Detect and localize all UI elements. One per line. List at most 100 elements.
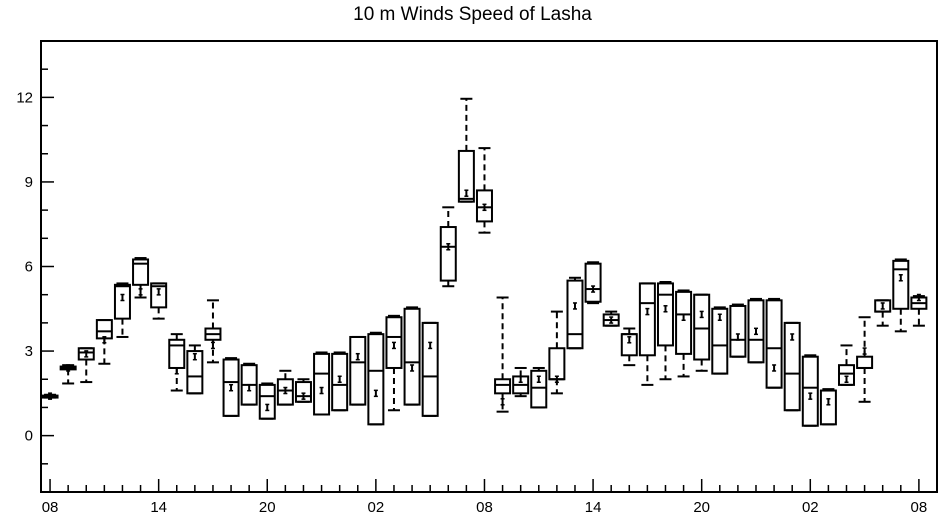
iqr-box: [367, 333, 385, 426]
x-tick-label: 20: [693, 499, 710, 516]
iqr-box: [150, 282, 168, 309]
box-plot-item: [204, 299, 222, 364]
box-plot-item: [132, 257, 150, 299]
box-plot-item: [367, 331, 385, 426]
iqr-box: [132, 258, 150, 286]
box-plot-item: [294, 378, 312, 403]
iqr-box: [693, 293, 711, 361]
iqr-box: [475, 189, 493, 223]
box-plot-item: [675, 289, 693, 378]
box-plot-item: [385, 314, 403, 412]
box-plot-item: [602, 310, 620, 327]
chart-title: 10 m Winds Speed of Lasha: [353, 4, 592, 25]
box-plot-item: [693, 293, 711, 372]
iqr-box: [638, 282, 656, 357]
iqr-box: [566, 279, 584, 350]
iqr-box: [729, 304, 747, 358]
iqr-box: [421, 321, 439, 417]
iqr-box: [457, 149, 475, 203]
box-plot-item: [331, 351, 349, 412]
box-plot-item: [584, 261, 602, 305]
box-plot-item: [783, 321, 801, 412]
box-plot-item: [439, 206, 457, 288]
x-tick-label: 02: [368, 499, 385, 516]
box-plot-item: [349, 335, 367, 406]
box-plot-item: [222, 357, 240, 417]
box-plot-item: [258, 382, 276, 420]
box-plot-item: [77, 347, 95, 384]
box-plot-item: [711, 306, 729, 375]
y-tick-label: 6: [25, 259, 33, 276]
box-plot-item: [910, 293, 928, 327]
box-plot-item: [765, 297, 783, 389]
iqr-box: [801, 355, 819, 427]
iqr-box: [494, 378, 512, 395]
box-plot-item: [150, 282, 168, 320]
iqr-box: [77, 347, 95, 361]
box-plot-item: [276, 369, 294, 406]
box-plot-item: [566, 276, 584, 350]
iqr-box: [403, 307, 421, 406]
iqr-box: [186, 350, 204, 395]
box-plot-item: [41, 392, 59, 400]
iqr-box: [258, 383, 276, 420]
box-plot-item: [548, 310, 566, 395]
iqr-box: [349, 335, 367, 406]
box-plot-item: [837, 344, 855, 386]
box-plot-item: [240, 362, 258, 406]
y-axis: 0 3 6 9 12: [16, 40, 54, 493]
iqr-box: [765, 299, 783, 389]
x-tick-label: 08: [42, 499, 59, 516]
box-plot-item: [59, 364, 77, 385]
box-plot-item: [819, 388, 837, 426]
box-plot-item: [168, 333, 186, 392]
iqr-box: [222, 358, 240, 417]
box-plot-item: [475, 147, 493, 234]
box-plot-item: [729, 303, 747, 358]
x-tick-label: 14: [585, 499, 602, 516]
iqr-box: [548, 347, 566, 381]
box-plot-item: [113, 282, 131, 338]
iqr-box: [747, 299, 765, 364]
box-plot-item: [874, 299, 892, 327]
iqr-box: [675, 290, 693, 355]
box-plot-item: [656, 281, 674, 381]
box-plot-item: [856, 316, 874, 403]
box-plot-item: [530, 366, 548, 409]
box-plot-item: [620, 327, 638, 367]
box-plot-item: [403, 306, 421, 406]
box-plot-item: [95, 319, 113, 365]
x-tick-label: 14: [150, 499, 167, 516]
iqr-box: [856, 355, 874, 369]
x-tick-label: 20: [259, 499, 276, 516]
iqr-box: [584, 262, 602, 303]
iqr-box: [276, 378, 294, 406]
iqr-box: [783, 321, 801, 412]
iqr-box: [530, 369, 548, 409]
y-tick-label: 0: [25, 428, 33, 445]
iqr-box: [385, 316, 403, 369]
iqr-box: [656, 282, 674, 347]
iqr-box: [892, 259, 910, 310]
iqr-box: [113, 283, 131, 320]
box-plot-item: [747, 297, 765, 364]
iqr-box: [837, 364, 855, 386]
x-tick-label: 08: [476, 499, 493, 516]
iqr-box: [331, 352, 349, 412]
y-tick-label: 12: [16, 89, 33, 106]
y-tick-label: 3: [25, 343, 33, 360]
iqr-box: [313, 352, 331, 416]
iqr-box: [95, 319, 113, 340]
iqr-box: [711, 307, 729, 375]
box-plot-item: [638, 282, 656, 386]
box-plot-item: [512, 366, 530, 398]
box-plot-item: [801, 354, 819, 427]
iqr-box: [294, 381, 312, 403]
box-plot-item: [457, 97, 475, 203]
y-tick-label: 9: [25, 174, 33, 191]
x-axis: 08 14 20 02 08 14 20 02 08: [42, 479, 927, 516]
box-plot-item: [892, 258, 910, 333]
box-plot-item: [186, 344, 204, 395]
